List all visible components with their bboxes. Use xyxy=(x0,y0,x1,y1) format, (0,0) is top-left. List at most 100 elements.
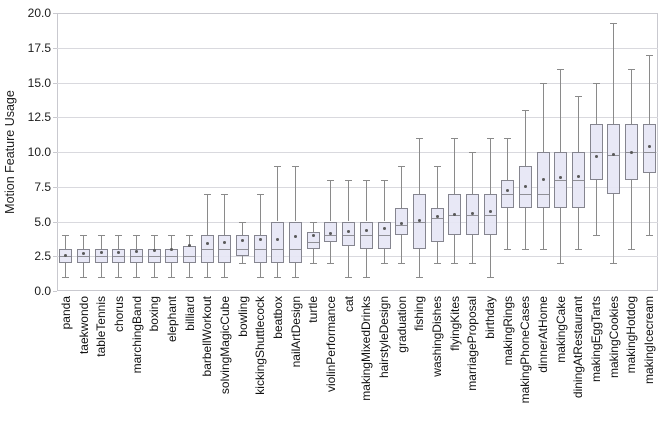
median-line xyxy=(78,256,89,258)
gridline xyxy=(57,47,658,49)
whisker-cap-lower xyxy=(168,277,176,279)
whisker-upper xyxy=(507,138,509,180)
mean-dot xyxy=(629,151,633,155)
gridline xyxy=(57,256,658,258)
mean-dot xyxy=(205,241,209,245)
x-tick-label-turtle: turtle xyxy=(306,296,321,323)
mean-dot xyxy=(258,238,262,242)
whisker-cap-lower xyxy=(539,249,547,251)
whisker-cap-upper xyxy=(415,138,423,140)
whisker-lower xyxy=(118,263,120,278)
mean-dot xyxy=(506,189,510,193)
whisker-lower xyxy=(454,235,456,264)
x-tick-label-makingRings: makingRings xyxy=(500,296,515,366)
whisker-lower xyxy=(100,263,102,278)
mean-dot xyxy=(435,215,439,219)
box-kickingShuttlecock xyxy=(253,235,267,264)
x-tick-label-fishing: fishing xyxy=(412,296,427,331)
median-line xyxy=(431,218,443,220)
median-line xyxy=(572,179,584,181)
median-line xyxy=(237,249,249,251)
gridline xyxy=(57,221,658,223)
whisker-lower xyxy=(153,263,155,278)
whisker-upper xyxy=(401,165,403,208)
median-line xyxy=(166,256,178,258)
x-tick-label-flyingKites: flyingKites xyxy=(447,296,462,351)
median-line xyxy=(272,249,284,251)
median-line xyxy=(378,235,390,237)
whisker-cap-lower xyxy=(398,263,406,265)
mean-dot xyxy=(576,174,580,178)
whisker-lower xyxy=(365,249,367,278)
whisker-upper xyxy=(136,235,138,250)
y-tick-label: 17.5 xyxy=(27,40,51,55)
y-tick-label: 0.0 xyxy=(34,284,51,298)
median-line xyxy=(219,249,231,251)
mean-dot xyxy=(488,210,492,214)
mean-dot xyxy=(612,153,616,157)
y-tick-mark xyxy=(53,291,57,292)
whisker-cap-upper xyxy=(592,82,600,84)
whisker-lower xyxy=(613,193,615,264)
whisker-cap-upper xyxy=(115,235,123,237)
whisker-cap-lower xyxy=(362,277,370,279)
whisker-cap-lower xyxy=(133,277,141,279)
whisker-cap-upper xyxy=(398,165,406,167)
whisker-cap-upper xyxy=(62,235,70,237)
x-tick-label-makingHotdog: makingHotdog xyxy=(624,296,639,374)
whisker-cap-lower xyxy=(468,263,476,265)
whisker-cap-upper xyxy=(239,221,247,223)
mean-dot xyxy=(523,185,527,189)
x-tick-label-dinnerAtHome: dinnerAtHome xyxy=(536,296,551,373)
whisker-upper xyxy=(277,165,279,222)
mean-dot xyxy=(64,254,68,258)
median-line xyxy=(643,152,655,153)
whisker-cap-lower xyxy=(80,277,87,279)
mean-dot xyxy=(453,213,457,217)
box-turtle xyxy=(306,231,320,250)
whisker-cap-upper xyxy=(80,235,87,237)
box-marchingBand xyxy=(130,249,144,264)
x-tick-label-hairstyleDesign: hairstyleDesign xyxy=(377,296,391,379)
whisker-lower xyxy=(524,207,526,250)
whisker-upper xyxy=(365,179,367,222)
whisker-upper xyxy=(242,221,244,236)
whisker-upper xyxy=(489,138,491,194)
x-tick-label-marriageProposal: marriageProposal xyxy=(465,296,480,391)
whisker-cap-lower xyxy=(345,277,353,279)
whisker-lower xyxy=(383,249,385,264)
y-tick-mark xyxy=(53,152,57,153)
whisker-cap-lower xyxy=(574,249,582,251)
whisker-cap-lower xyxy=(97,277,105,279)
whisker-upper xyxy=(259,193,261,236)
median-line xyxy=(413,221,425,223)
median-line xyxy=(113,256,125,258)
whisker-upper xyxy=(471,152,473,194)
whisker-lower xyxy=(330,242,332,264)
whisker-lower xyxy=(136,263,138,278)
x-tick-label-kickingShuttlecock: kickingShuttlecock xyxy=(253,296,268,395)
x-tick-label-taekwondo: taekwondo xyxy=(76,296,91,355)
box-billiard xyxy=(183,245,197,264)
median-line xyxy=(396,224,408,226)
whisker-lower xyxy=(189,263,191,278)
whisker-upper xyxy=(418,138,420,194)
whisker-cap-lower xyxy=(645,235,653,237)
whisker-lower xyxy=(560,207,562,264)
whisker-upper xyxy=(630,68,632,125)
whisker-cap-upper xyxy=(150,235,158,237)
mean-dot xyxy=(276,238,280,242)
mean-dot xyxy=(82,251,85,255)
mean-dot xyxy=(647,144,651,148)
whisker-upper xyxy=(613,22,615,125)
whisker-upper xyxy=(206,193,208,236)
box-bowling xyxy=(236,235,250,257)
whisker-cap-upper xyxy=(433,165,441,167)
median-line xyxy=(555,179,567,181)
whisker-cap-upper xyxy=(168,235,176,237)
whisker-upper xyxy=(348,179,350,222)
x-tick-label-diningAtRestaurant: diningAtRestaurant xyxy=(571,296,586,399)
whisker-upper xyxy=(65,235,67,250)
whisker-upper xyxy=(454,138,456,194)
